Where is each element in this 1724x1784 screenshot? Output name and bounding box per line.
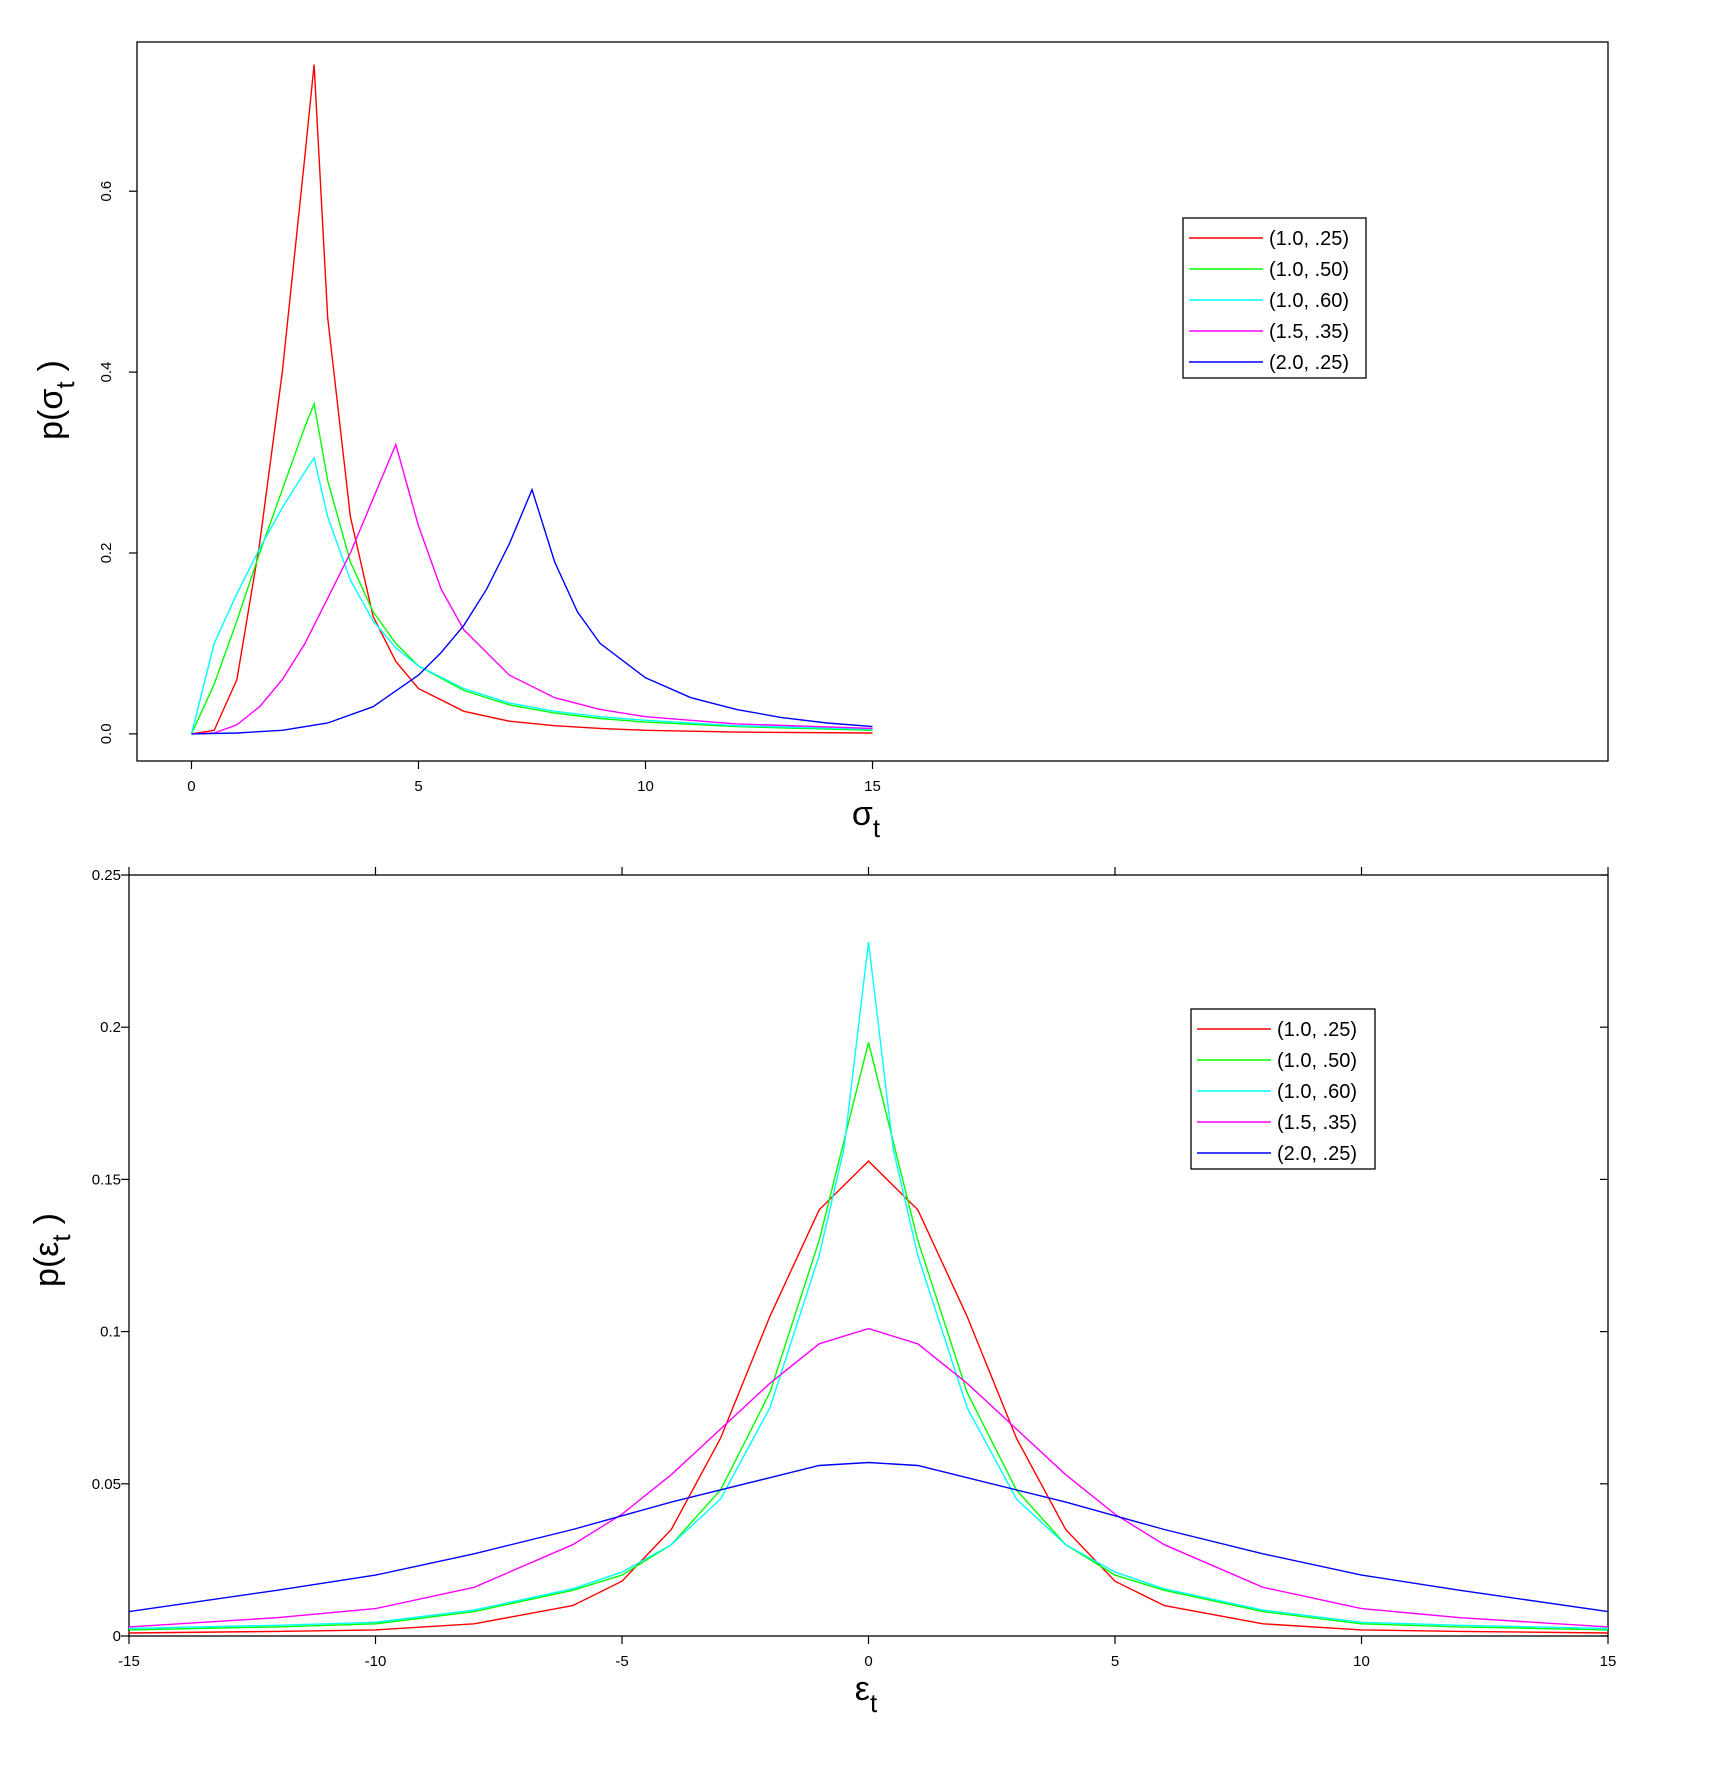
- plot-frame: [136, 41, 1609, 762]
- legend-label: (1.0, .25): [1277, 1019, 1357, 1041]
- legend-label: (1.5, .35): [1269, 321, 1349, 343]
- y-tick-label: 0.05: [92, 1476, 121, 1493]
- series-line-2: [129, 1042, 1608, 1631]
- legend-box: [1190, 1008, 1376, 1170]
- x-tick-label: 15: [1600, 1653, 1617, 1670]
- x-tick-label: 10: [1353, 1653, 1370, 1670]
- y-tick-label: 0.6: [98, 181, 115, 202]
- series-line-1: [129, 1160, 1608, 1634]
- legend-label: (1.0, .50): [1277, 1050, 1357, 1072]
- legend-label: (1.0, .60): [1277, 1081, 1357, 1103]
- y-tick-label: 0.2: [98, 543, 115, 564]
- series-line-4: [191, 442, 873, 735]
- legend-label: (1.0, .50): [1269, 259, 1349, 281]
- series-line-3: [190, 456, 873, 735]
- x-tick-label: 15: [864, 778, 881, 795]
- x-tick-label: 5: [1111, 1653, 1119, 1670]
- y-tick-label: 0: [113, 1628, 121, 1645]
- legend-label: (2.0, .25): [1269, 352, 1349, 374]
- series-line-5: [191, 487, 873, 735]
- chart-1: 0 5 10 150.00.20.40.6(1.0, .25)(1.0, .50)(1…: [32, 41, 1609, 843]
- y-tick-label: 0.25: [92, 867, 121, 884]
- y-axis-label: p(εt): [28, 1213, 76, 1287]
- x-axis-label: εt: [855, 1670, 878, 1718]
- x-tick-label: 10: [637, 778, 654, 795]
- legend-label: (2.0, .25): [1277, 1143, 1357, 1165]
- legend-label: (1.0, .25): [1269, 228, 1349, 250]
- series-line-4: [129, 1327, 1608, 1628]
- y-tick-label: 0.15: [92, 1171, 121, 1188]
- legend-label: (1.0, .60): [1269, 290, 1349, 312]
- legend-box: [1182, 217, 1367, 379]
- series-line-5: [129, 1461, 1608, 1613]
- x-tick-label: -15: [118, 1653, 140, 1670]
- plot-frame: [128, 874, 1609, 1637]
- legend: (1.0, .25) (1.0, .50) (1.0, .60) (1.5, .35)…: [1190, 1008, 1376, 1170]
- x-tick-label: -5: [615, 1653, 628, 1670]
- y-tick-label: 0.0: [98, 723, 115, 744]
- x-tick-label: -10: [365, 1653, 387, 1670]
- x-axis-label: σt: [852, 795, 881, 843]
- x-tick-label: 0: [864, 1653, 872, 1670]
- series-line-1: [191, 64, 873, 735]
- legend-label: (1.5, .35): [1277, 1112, 1357, 1134]
- series-line-2: [190, 401, 873, 735]
- x-tick-label: 0: [187, 778, 195, 795]
- legend: (1.0, .25) (1.0, .50) (1.0, .60) (1.5, .35)…: [1182, 217, 1367, 379]
- y-tick-label: 0.4: [98, 362, 115, 383]
- series-line-3: [129, 941, 1608, 1630]
- x-tick-label: 5: [414, 778, 422, 795]
- chart-2: -15 -10 -5 0 5 10 15 0 0.05 0.1 0.15 0.2 0.25 (1.0, .…: [28, 867, 1616, 1718]
- y-axis-label: p(σt): [32, 360, 80, 440]
- y-tick-label: 0.1: [100, 1324, 121, 1341]
- y-tick-label: 0.2: [100, 1019, 121, 1036]
